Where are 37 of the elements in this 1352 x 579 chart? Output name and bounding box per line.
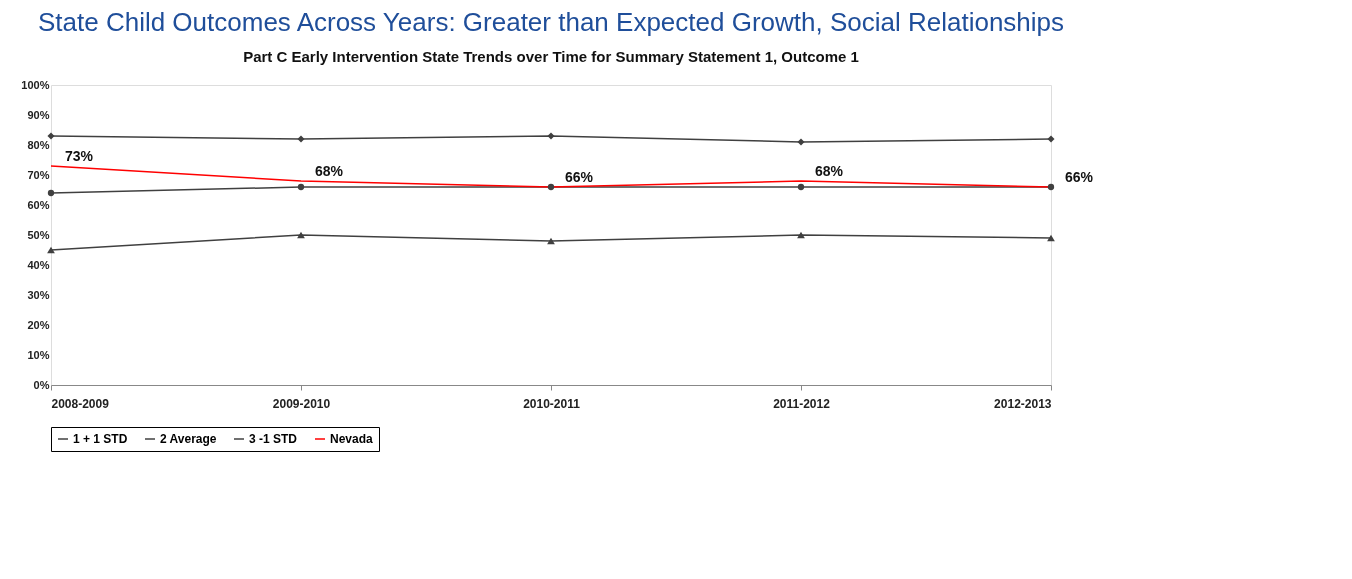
x-tick-label: 2010-2011 (523, 396, 581, 411)
chart-subtitle: Part C Early Intervention State Trends over Time for Summary Statement 1, Outcome 1 (243, 48, 859, 65)
x-tick-label: 2008-2009 (51, 396, 110, 411)
data-label: 68% (814, 163, 844, 179)
point (547, 132, 555, 140)
x-tick-label: 2009-2010 (272, 396, 331, 411)
point (797, 138, 805, 146)
x-tick-label: 2011-2012 (773, 396, 831, 411)
y-tick-label: 30% (27, 288, 50, 301)
y-tick-label: 90% (27, 108, 50, 121)
point (47, 189, 55, 197)
x-tick-label: 2012-2013 (994, 396, 1052, 411)
chart-title: State Child Outcomes Across Years: Greater than Expected Growth, Social Relationships (37, 7, 1065, 37)
data-label: 68% (314, 163, 344, 179)
y-tick-label: 70% (27, 168, 50, 181)
data-label: 66% (564, 169, 594, 185)
y-tick-label: 10% (27, 348, 50, 361)
y-tick-label: 40% (27, 258, 50, 271)
y-tick-label: 80% (27, 138, 50, 151)
data-label: 66% (1064, 169, 1094, 185)
y-tick-label: 20% (27, 318, 50, 331)
point (47, 132, 55, 140)
point (797, 183, 805, 191)
point (1047, 183, 1055, 191)
legend-label: Nevada (330, 432, 374, 446)
point (297, 135, 305, 143)
y-tick-label: 100% (21, 78, 50, 91)
legend-label: 1 + 1 STD (73, 432, 128, 446)
point (297, 183, 305, 191)
legend-label: 2 Average (160, 432, 217, 446)
y-tick-label: 50% (27, 228, 50, 241)
point (547, 183, 555, 191)
legend-label: 3 -1 STD (249, 432, 298, 446)
point (1047, 135, 1055, 143)
y-tick-label: 0% (33, 378, 50, 391)
y-tick-label: 60% (27, 198, 50, 211)
data-label: 73% (64, 148, 94, 164)
